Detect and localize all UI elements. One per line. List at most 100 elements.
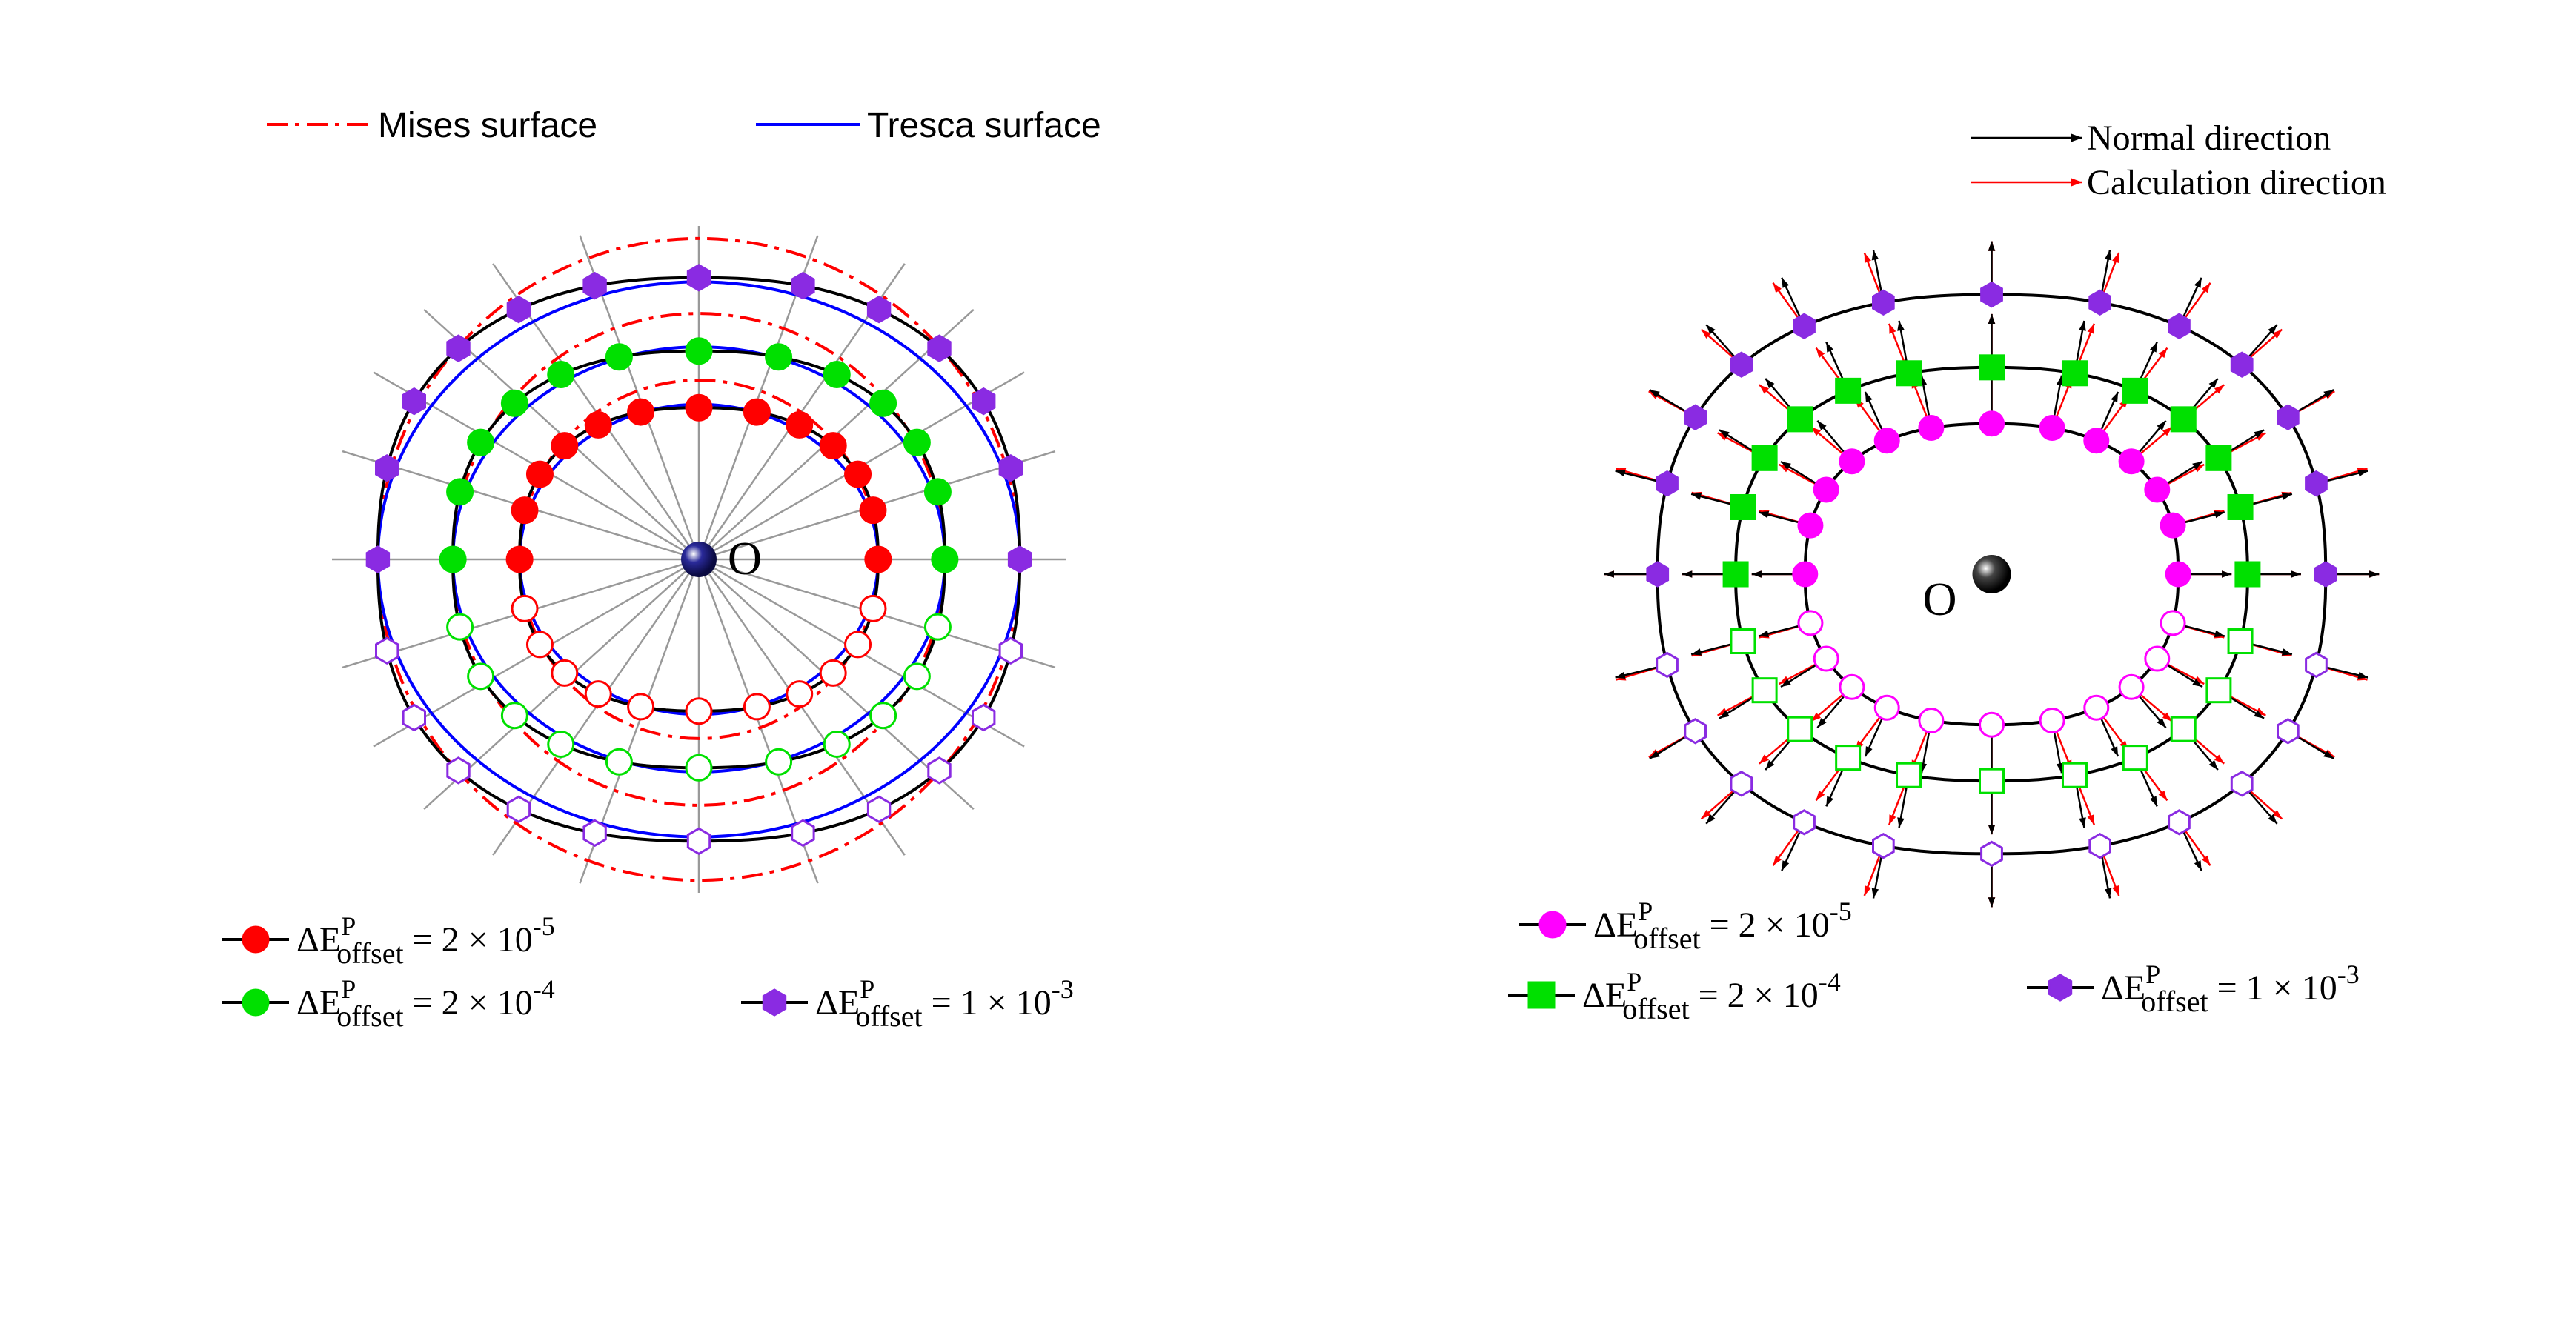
data-point [972,387,996,416]
calculation-arrow-head [1701,810,1711,819]
data-point [1896,762,1922,788]
legend-sup: P [341,974,356,1004]
normal-arrow-head [2111,746,2119,756]
normal-arrow-head [2369,570,2380,578]
legend-value: = 2 × 10 [404,920,533,959]
data-point [551,432,579,460]
calculation-arrow-head [2112,253,2119,263]
legend-label: ΔEP offset = 2 × 10-5 [296,911,555,970]
data-point [1835,377,1862,404]
data-point [467,662,495,691]
legend-sub: offset [855,999,922,1033]
data-point [1839,448,1865,475]
normal-arrow-head [2150,342,2157,353]
data-point [2234,561,2261,588]
data-point [903,428,931,456]
origin-label: O [1922,573,1956,625]
legend-exp: -4 [533,974,555,1004]
normal-arrow-head [1706,814,1716,824]
arrow-legend-head [2071,133,2082,142]
legend-sup: P [860,974,874,1004]
data-point [844,631,872,659]
data-series [1604,241,2380,908]
origin-label: O [728,532,762,585]
normal-arrow-head [1706,325,1716,335]
data-point [506,295,531,324]
normal-arrow-head [1615,470,1626,477]
arrow-legend-label: Normal direction [2087,119,2331,158]
data-point [375,636,399,665]
data-point [2305,651,2328,679]
data-point [1918,415,1945,442]
data-point [685,754,713,782]
data-point [1793,809,1816,836]
calculation-arrow-head [2087,323,2094,334]
legend-sub: offset [336,937,403,970]
calculation-arrow-head [2158,347,2168,359]
arrow-legend-head [2071,178,2082,187]
legend-sup: P [1638,896,1653,926]
data-point [365,545,391,573]
legend-sub: offset [336,999,403,1033]
normal-arrow-head [1691,493,1702,500]
calculation-arrow-head [2162,427,2172,436]
data-point [525,631,554,659]
data-series [1751,370,2232,779]
data-point [686,827,711,856]
data-point [786,680,814,708]
calculation-arrow-head [1811,427,1822,436]
data-point [500,702,528,730]
legend-label: ΔEP offset = 2 × 10-4 [1582,967,1841,1025]
legend-marker [2048,974,2073,1002]
legend-label: ΔE [296,920,341,959]
data-point [791,819,815,848]
data-point [584,410,612,439]
normal-arrow-head [2150,796,2157,807]
legend-sub: offset [1633,922,1700,955]
data-point [866,795,892,824]
legend-label: ΔE [296,983,341,1022]
normal-arrow-head [2104,888,2112,899]
data-point [903,662,931,691]
data-point [2083,428,2110,454]
normal-arrow-head [2194,860,2202,871]
data-point [2160,610,2186,636]
data-point [506,795,531,824]
data-point [998,453,1023,482]
origin-ball [681,542,717,577]
normal-arrow-head [1826,796,1833,807]
origin-ball [1972,555,2011,593]
normal-arrow-head [1615,671,1626,679]
data-point [791,271,815,300]
data-point [446,613,474,641]
data-point [786,410,814,439]
calculation-arrow-head [1816,790,1825,801]
data-point [446,334,471,362]
normal-arrow-head [1719,710,1730,719]
normal-arrow-head [1781,461,1791,470]
normal-arrow-head [2157,420,2166,430]
data-point [859,594,887,622]
data-point [844,460,872,488]
data-point [927,756,952,785]
data-point [685,337,713,365]
calculation-arrow-head [1864,253,1871,263]
data-point [402,703,426,732]
normal-arrow-head [1817,420,1827,430]
data-point [2205,677,2232,704]
legend-entry: ΔEP offset = 2 × 10-5 [222,911,555,970]
data-point [685,697,713,725]
data-point [1980,840,2003,868]
chart-panel-b: O Normal direction Calculation direction ΔE… [1508,119,2386,1025]
data-point [1979,711,2005,738]
calculation-arrow-head [1889,323,1896,334]
legend-sub: offset [1622,992,1689,1025]
data-point [1872,289,1895,316]
data-point [446,478,474,506]
data-point [923,478,952,506]
normal-arrow-head [1604,570,1614,578]
data-point [1979,354,2005,381]
arrow-legend-label: Calculation direction [2087,163,2386,202]
legend-entry: ΔEP offset = 2 × 10-4 [222,974,555,1033]
